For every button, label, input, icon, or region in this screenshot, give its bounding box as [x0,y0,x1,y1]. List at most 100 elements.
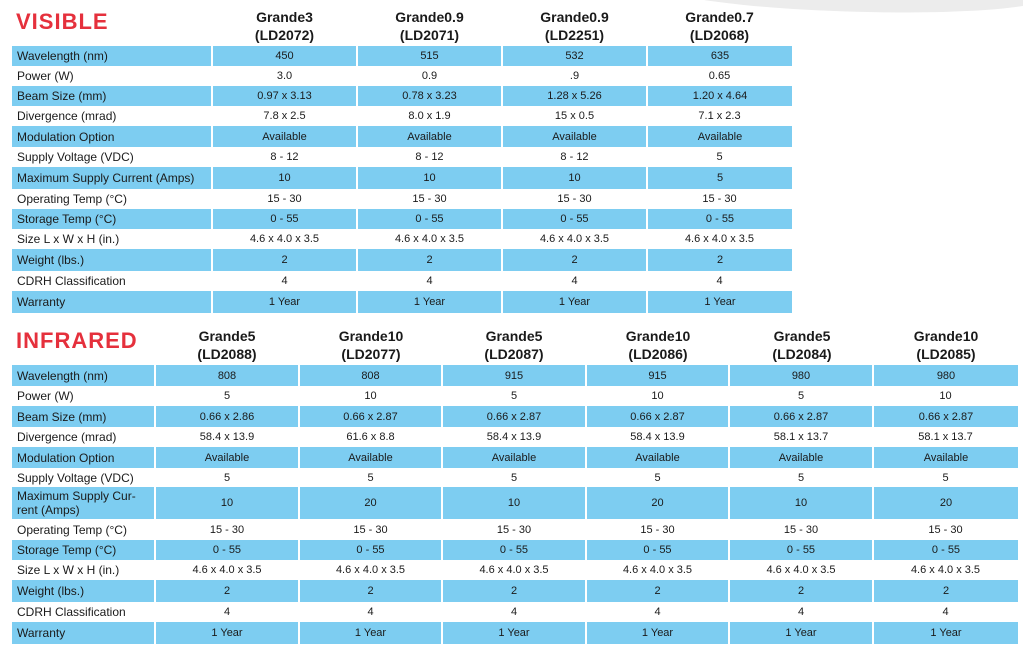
spec-value: 2 [357,249,503,271]
spec-value: 2 [212,249,358,271]
spec-value: 5 [155,386,299,406]
spec-value: 15 x 0.5 [502,106,647,126]
spec-value: 15 - 30 [155,519,299,540]
spec-value: 1 Year [442,622,587,644]
spec-value: 5 [729,468,873,487]
model-header: Grande0.7 (LD2068) [647,8,792,44]
spec-value: 1 Year [212,291,358,313]
spec-row-modulation-option: Modulation Option Available Available Avail… [12,126,792,147]
spec-value: 1.20 x 4.64 [647,86,792,106]
model-name: Grande5 [198,328,256,344]
spec-value: 4.6 x 4.0 x 3.5 [873,560,1018,580]
model-part-number: (LD2086) [628,346,688,362]
spec-value: 915 [442,365,587,386]
spec-value: 808 [299,365,443,386]
spec-value: 4.6 x 4.0 x 3.5 [442,560,586,580]
spec-value: 10 [357,167,503,189]
spec-value: 15 - 30 [873,519,1018,540]
spec-value: 4 [212,271,357,291]
spec-value: 8 - 12 [357,147,502,167]
spec-label: Beam Size (mm) [12,86,213,106]
spec-value: 15 - 30 [647,189,792,209]
spec-value: 1 Year [357,291,503,313]
spec-value: 2 [155,580,300,602]
model-part-number: (LD2087) [484,346,544,362]
model-name: Grande3 [256,9,313,25]
model-name: Grande10 [913,328,979,344]
spec-label: Divergence (mrad) [12,106,212,126]
spec-value: 2 [299,580,443,602]
model-part-number: (LD2088) [197,346,257,362]
model-name: Grande10 [338,328,404,344]
model-header: Grande5 (LD2088) [155,327,299,363]
spec-value: 10 [442,487,587,519]
spec-row-power-w: Power (W) 3.0 0.9.9 0.65 [12,66,792,86]
spec-value: 4 [647,271,792,291]
infrared-specs-table: Wavelength (nm) 808 808 915 915 980 980 Power (… [12,365,1018,644]
spec-value: 4 [155,602,299,622]
spec-value: 20 [299,487,443,519]
spec-value: 0 - 55 [647,209,792,229]
spec-row-weight-lbs: Weight (lbs.) 2 2 2 2 [12,249,792,271]
spec-value: 0.66 x 2.87 [586,406,730,427]
spec-value: 450 [212,46,358,66]
spec-value: 0 - 55 [357,209,503,229]
spec-value: 5 [647,147,792,167]
spec-label: Size L x W x H (in.) [12,229,212,249]
spec-value: 0.66 x 2.87 [299,406,443,427]
spec-value: 0.66 x 2.87 [442,406,587,427]
spec-value: 0.66 x 2.87 [873,406,1018,427]
spec-label: Power (W) [12,66,212,86]
spec-value: 2 [442,580,587,602]
spec-label: Warranty [12,622,156,644]
spec-value: 15 - 30 [442,519,586,540]
spec-value: 1 Year [729,622,874,644]
spec-value: 4 [299,602,442,622]
spec-label: Divergence (mrad) [12,427,155,447]
spec-value: 15 - 30 [502,189,647,209]
spec-value: 15 - 30 [729,519,873,540]
spec-label: Operating Temp (°C) [12,519,155,540]
spec-value: 980 [729,365,874,386]
spec-row-weight-lbs: Weight (lbs.) 2 2 2 2 2 2 [12,580,1018,602]
spec-value: 1 Year [299,622,443,644]
spec-value: 20 [873,487,1018,519]
spec-value: 1 Year [502,291,648,313]
spec-row-divergence-mrad: Divergence (mrad) 7.8 x 2.5 8.0 x 1.9 15 x … [12,106,792,126]
spec-value: 58.4 x 13.9 [442,427,586,447]
spec-value: 0.97 x 3.13 [212,86,358,106]
spec-value: Available [647,126,792,147]
model-header: Grande5 (LD2084) [730,327,874,363]
spec-row-power-w: Power (W) 5 10 5 10 5 10 [12,386,1018,406]
spec-value: Available [586,447,730,468]
spec-row-wavelength-nm: Wavelength (nm) 450 515 532 635 [12,46,792,66]
spec-row-supply-voltage-vdc: Supply Voltage (VDC) 8 - 12 8 - 12 8 - 12 5 [12,147,792,167]
spec-label: Maximum Supply Current (Amps) [12,167,213,189]
spec-value: 5 [442,468,586,487]
model-name: Grande0.9 [395,9,464,25]
spec-value: 4 [442,602,586,622]
spec-value: 4.6 x 4.0 x 3.5 [729,560,873,580]
spec-label: Weight (lbs.) [12,249,213,271]
spec-value: 1.28 x 5.26 [502,86,648,106]
spec-value: 4.6 x 4.0 x 3.5 [647,229,792,249]
spec-row-cdrh-classification: CDRH Classification 4 4 4 4 4 4 [12,602,1018,622]
spec-value: 0 - 55 [502,209,648,229]
spec-value: Available [299,447,443,468]
spec-value: 0 - 55 [729,540,874,560]
spec-label: Modulation Option [12,126,213,147]
model-header: Grande3 (LD2072) [212,8,357,44]
spec-label: Storage Temp (°C) [12,209,213,229]
spec-value: 0.66 x 2.87 [729,406,874,427]
spec-value: 0 - 55 [586,540,730,560]
spec-value: 4 [729,602,873,622]
visible-specs-table: Wavelength (nm) 450 515 532 635 Power (W) 3.0 0… [12,46,792,313]
spec-label: Wavelength (nm) [12,365,156,386]
spec-value: 8 - 12 [212,147,357,167]
spec-value: 5 [299,468,442,487]
model-header: Grande10 (LD2077) [299,327,443,363]
spec-row-beam-size-mm: Beam Size (mm) 0.97 x 3.13 0.78 x 3.23 1.28… [12,86,792,106]
model-name: Grande10 [625,328,691,344]
spec-value: Available [873,447,1018,468]
spec-value: 10 [155,487,300,519]
